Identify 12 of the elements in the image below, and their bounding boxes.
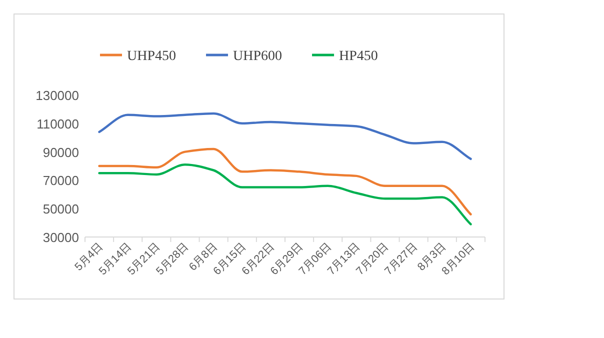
y-tick-label: 30000 — [42, 230, 79, 245]
y-tick-label: 110000 — [36, 116, 79, 132]
legend-label: UHP600 — [233, 49, 282, 64]
y-tick-label: 50000 — [42, 202, 79, 217]
y-tick-label: 130000 — [36, 88, 79, 103]
line-series — [98, 112, 472, 160]
line-series — [98, 163, 472, 226]
line-series — [98, 148, 472, 216]
y-tick-label: 90000 — [42, 144, 79, 160]
y-tick-label: 70000 — [42, 173, 79, 188]
legend-label: UHP450 — [127, 49, 176, 64]
legend-label: HP450 — [339, 49, 378, 64]
